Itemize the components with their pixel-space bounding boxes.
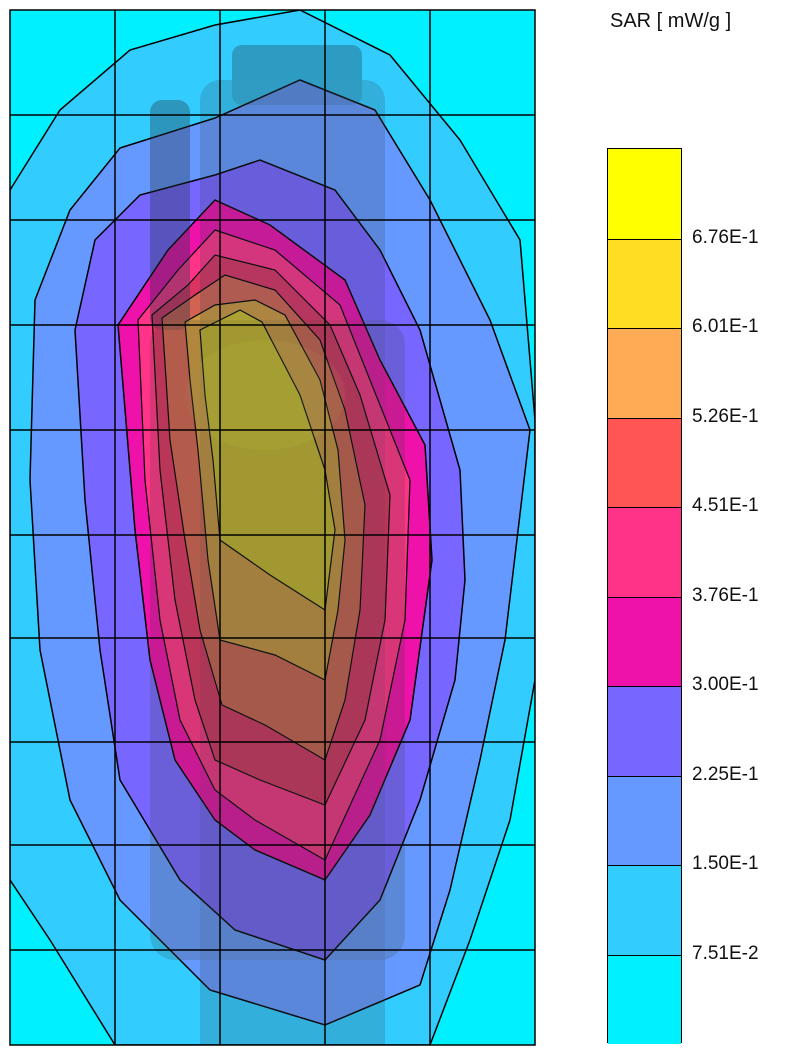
colorbar-band — [608, 507, 681, 597]
measurement-grid — [10, 10, 535, 1045]
colorbar-tick-label: 3.76E-1 — [692, 584, 759, 606]
colorbar-tick-label: 3.00E-1 — [692, 674, 759, 695]
phone-overlay — [150, 45, 405, 1045]
colorbar-band — [608, 149, 681, 239]
colorbar-band — [608, 775, 681, 865]
colorbar-tick-label: 1.50E-1 — [692, 853, 759, 874]
colorbar-band — [608, 328, 681, 418]
colorbar-tick-label: 2.25E-1 — [692, 763, 759, 785]
plot-border — [9, 9, 536, 1046]
sar-contour-plot — [9, 9, 536, 1046]
colorbar-band — [608, 686, 681, 776]
colorbar — [607, 148, 682, 1044]
colorbar-band — [608, 238, 681, 328]
colorbar-tick-label: 7.51E-2 — [692, 942, 759, 964]
colorbar-band — [608, 596, 681, 686]
colorbar-unit-label: SAR [ mW/g ] — [610, 10, 732, 32]
colorbar-tick-label: 6.01E-1 — [692, 316, 759, 337]
colorbar-tick-label: 5.26E-1 — [692, 405, 759, 427]
colorbar-band — [608, 865, 681, 955]
colorbar-band — [608, 417, 681, 507]
colorbar-tick-label: 6.76E-1 — [692, 226, 759, 248]
colorbar-band — [608, 954, 681, 1044]
colorbar-tick-label: 4.51E-1 — [692, 495, 759, 516]
